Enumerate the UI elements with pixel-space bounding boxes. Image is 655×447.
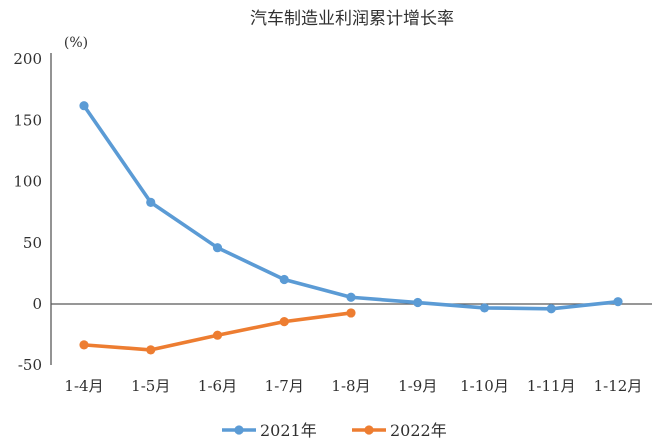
y-tick-label: 200 xyxy=(13,50,42,68)
data-point xyxy=(479,303,490,313)
legend-swatch-dot xyxy=(234,425,244,435)
data-point xyxy=(346,292,356,302)
x-tick-label: 1-7月 xyxy=(265,377,304,395)
data-point xyxy=(212,330,223,340)
data-point xyxy=(346,308,356,318)
x-tick-label: 1-11月 xyxy=(527,377,576,395)
x-tick-label: 1-12月 xyxy=(594,377,643,395)
plot-area: 200 150 100 50 0 -50 1-4月 1-5月 1-6月 1-7月 1-8月 1-9月 1… xyxy=(13,50,652,395)
legend-item-2021年: 2021年 xyxy=(222,421,317,440)
data-point xyxy=(413,297,423,308)
data-point xyxy=(79,340,89,350)
x-tick-label: 1-10月 xyxy=(460,377,509,395)
data-point xyxy=(279,274,289,285)
y-tick-label: 50 xyxy=(23,234,42,252)
series-line-2021年 xyxy=(82,103,620,311)
chart-legend: 2021年 2022年 xyxy=(222,421,447,440)
legend-swatch-dot xyxy=(364,425,374,435)
y-tick-label: 0 xyxy=(32,295,42,313)
data-point xyxy=(146,197,156,208)
x-tick-label: 1-6月 xyxy=(198,377,237,395)
data-point xyxy=(613,297,623,307)
y-axis-unit-label: (%) xyxy=(64,35,88,51)
legend-label: 2021年 xyxy=(260,421,317,440)
y-tick-label: 150 xyxy=(13,111,42,129)
chart-title: 汽车制造业利润累计增长率 xyxy=(250,9,454,29)
x-tick-label: 1-9月 xyxy=(398,377,437,395)
data-point xyxy=(79,101,89,111)
x-tick-label: 1-5月 xyxy=(131,377,170,395)
data-point xyxy=(146,345,156,355)
x-tick-label: 1-4月 xyxy=(64,377,103,395)
data-point xyxy=(212,243,223,253)
x-tick-label: 1-8月 xyxy=(331,377,370,395)
legend-label: 2022年 xyxy=(390,421,447,440)
data-point xyxy=(546,304,556,314)
data-point xyxy=(279,317,289,327)
y-tick-label: -50 xyxy=(18,356,42,374)
legend-item-2022年: 2022年 xyxy=(352,421,447,440)
y-tick-label: 100 xyxy=(13,173,42,191)
